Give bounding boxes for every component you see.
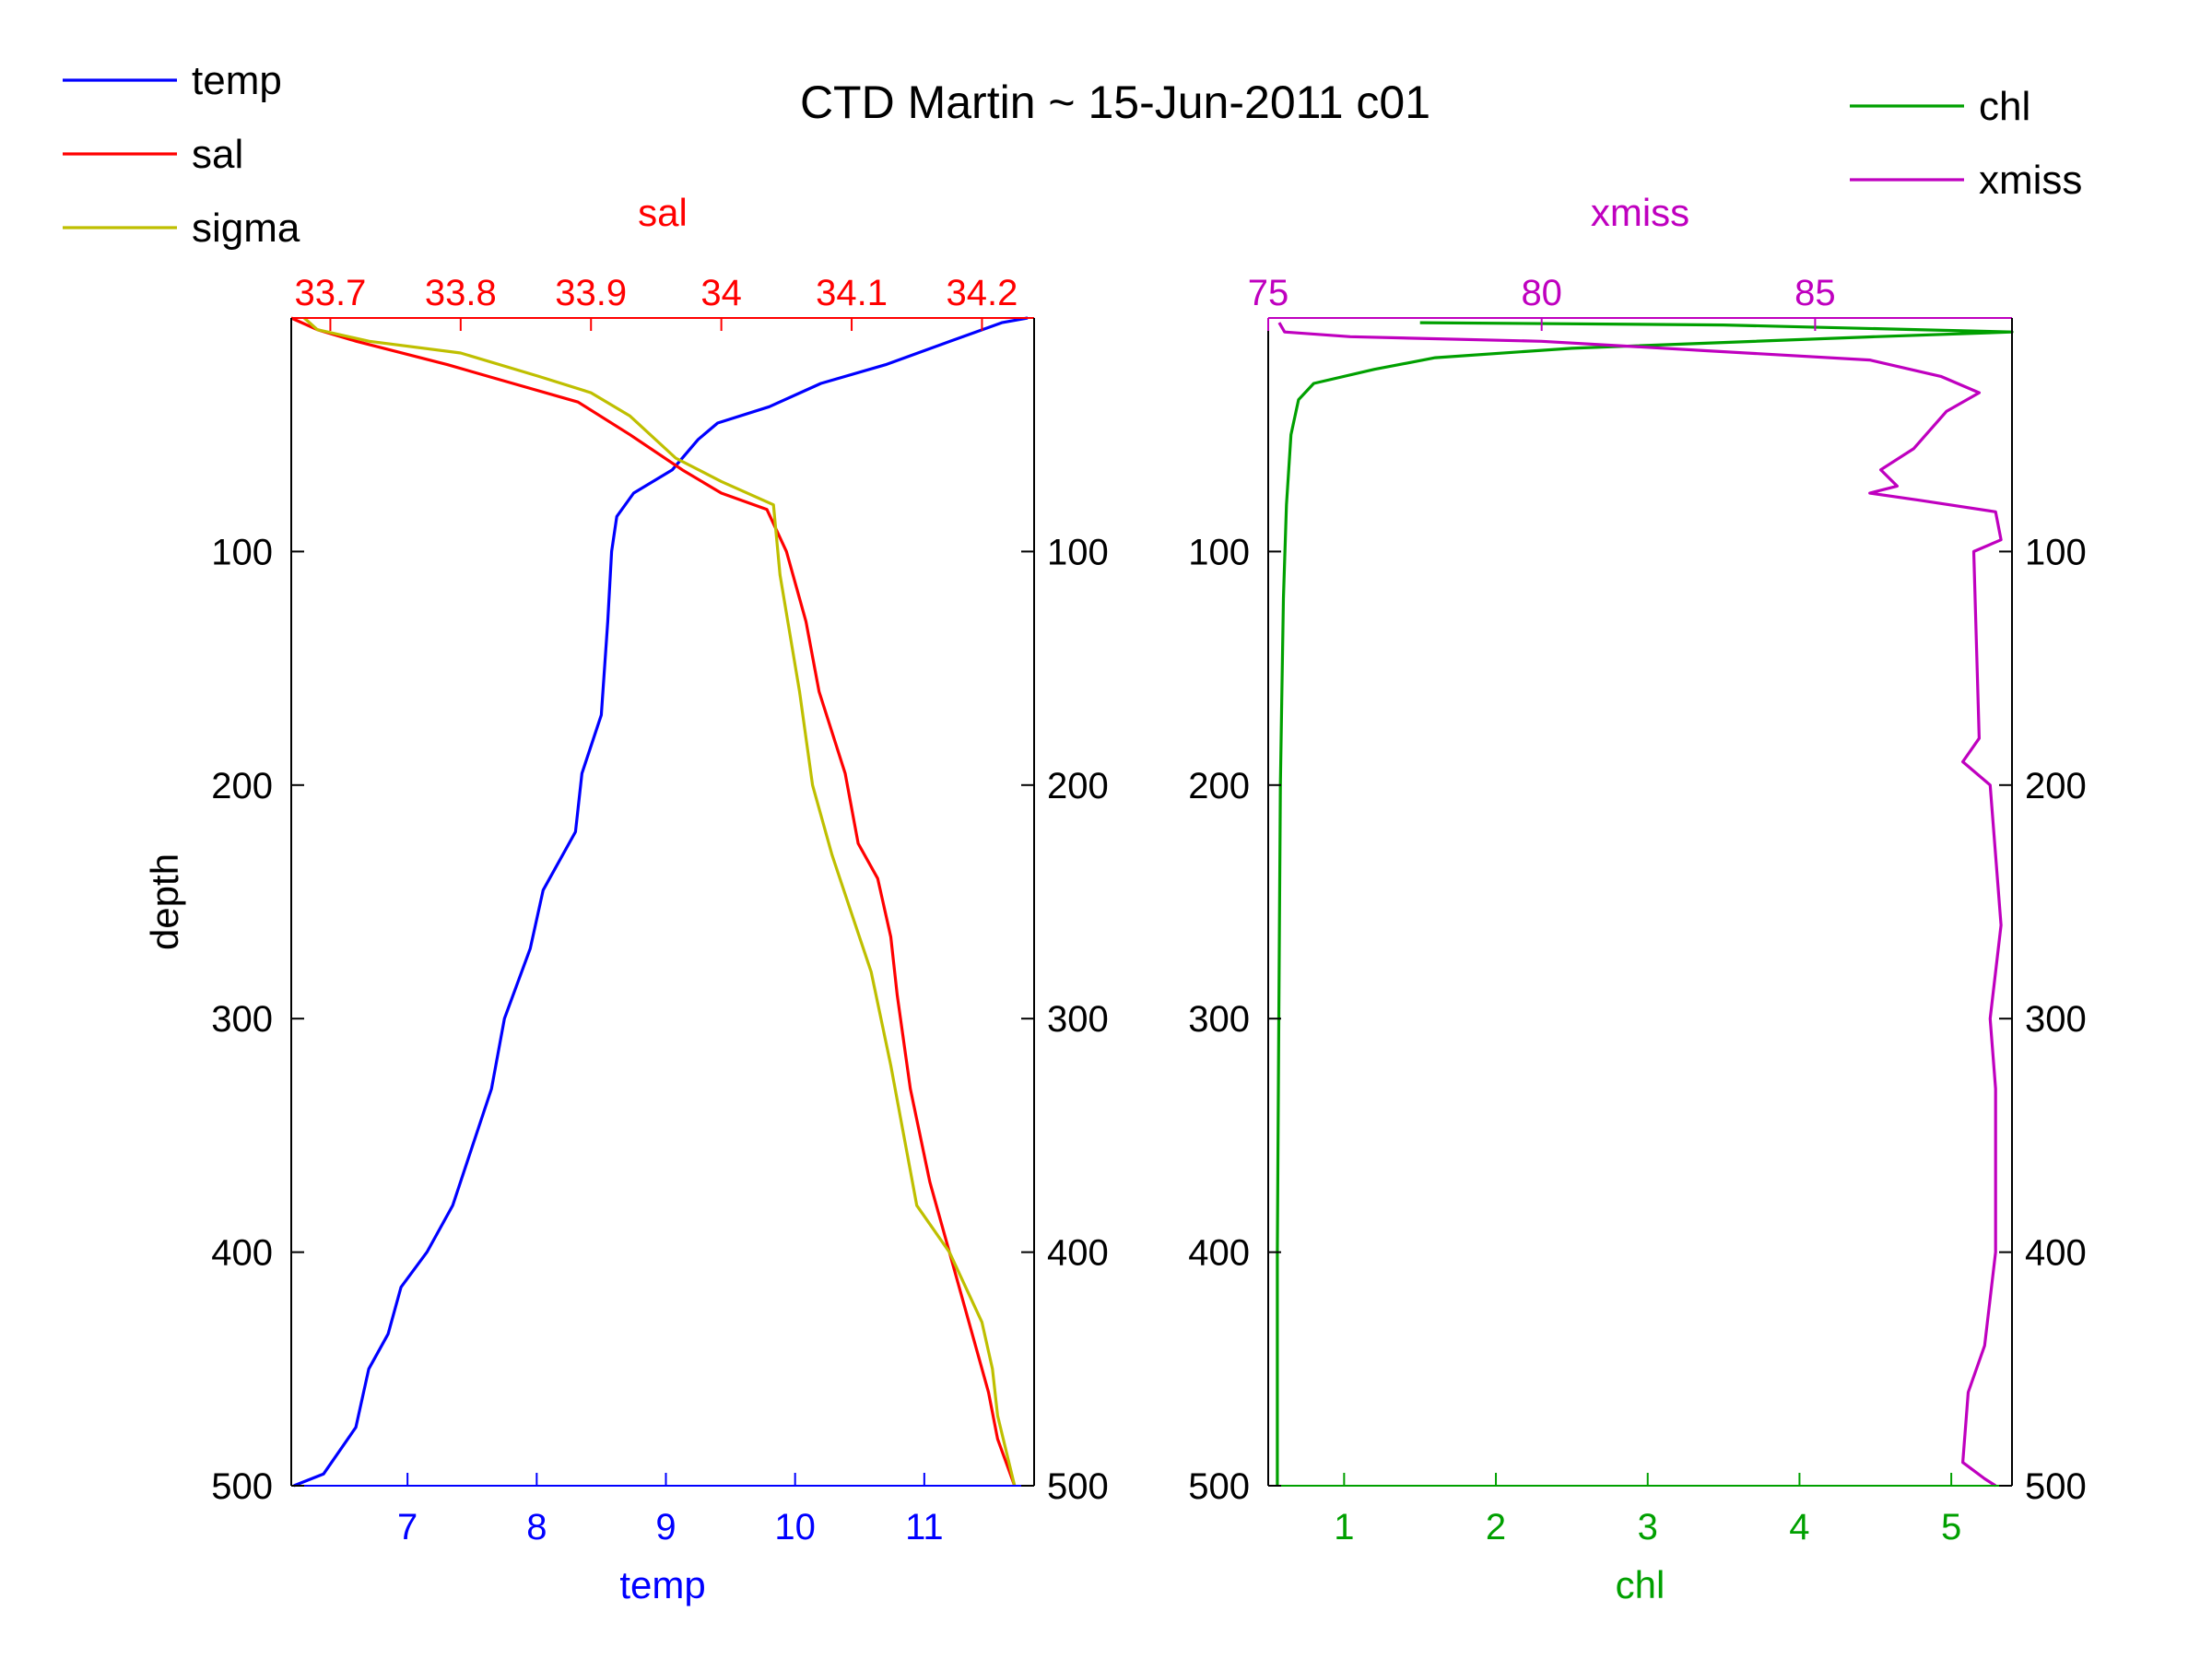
top-tick-label-33.8: 33.8: [425, 273, 497, 313]
y-tick-label-right-100: 100: [2025, 532, 2087, 572]
y-tick-label-left-200: 200: [1188, 766, 1250, 806]
series-line-sigma: [303, 316, 1017, 1487]
y-tick-label-left-500: 500: [211, 1466, 273, 1507]
bottom-axis-label: chl: [1616, 1563, 1665, 1606]
y-tick-label-left-400: 400: [1188, 1233, 1250, 1274]
bottom-tick-label-10: 10: [774, 1507, 816, 1547]
top-tick-label-34: 34: [700, 273, 742, 313]
bottom-tick-label-1: 1: [1334, 1507, 1354, 1547]
y-tick-label-left-100: 100: [211, 532, 273, 572]
top-axis-label: xmiss: [1591, 191, 1689, 234]
legend-label-xmiss: xmiss: [1979, 158, 2082, 203]
y-tick-label-left-200: 200: [211, 766, 273, 806]
y-axis-label: depth: [143, 853, 186, 950]
top-tick-label-85: 85: [1794, 273, 1836, 313]
y-tick-label-right-400: 400: [1047, 1233, 1109, 1274]
y-tick-label-left-300: 300: [1188, 999, 1250, 1040]
bottom-tick-label-3: 3: [1638, 1507, 1658, 1547]
legend-label-chl: chl: [1979, 84, 2030, 129]
y-tick-label-left-300: 300: [211, 999, 273, 1040]
top-tick-label-80: 80: [1521, 273, 1562, 313]
y-tick-label-right-200: 200: [1047, 766, 1109, 806]
top-tick-label-34.2: 34.2: [947, 273, 1018, 313]
chart-title: CTD Martin ~ 15-Jun-2011 c01: [800, 76, 1430, 128]
right-panel: 100 100 200 200 300 300 400 400 500 500 1 2 3 4 5 75 80 8…: [1188, 191, 2087, 1606]
y-tick-label-right-500: 500: [2025, 1466, 2087, 1507]
legend-label-sigma: sigma: [192, 206, 300, 251]
top-tick-label-33.7: 33.7: [294, 273, 366, 313]
y-tick-label-left-500: 500: [1188, 1466, 1250, 1507]
y-tick-label-right-300: 300: [1047, 999, 1109, 1040]
series-line-xmiss: [1277, 322, 2003, 1488]
legend-label-temp: temp: [192, 58, 282, 103]
y-tick-label-right-300: 300: [2025, 999, 2087, 1040]
bottom-tick-label-11: 11: [905, 1507, 944, 1547]
top-tick-label-34.1: 34.1: [816, 273, 888, 313]
bottom-tick-label-7: 7: [397, 1507, 418, 1547]
bottom-tick-label-4: 4: [1789, 1507, 1809, 1547]
series-line-chl: [1276, 321, 2014, 1486]
series-line-temp: [293, 316, 1029, 1488]
top-tick-label-33.9: 33.9: [555, 273, 627, 313]
y-tick-label-right-400: 400: [2025, 1233, 2087, 1274]
y-tick-label-right-100: 100: [1047, 532, 1109, 572]
bottom-tick-label-9: 9: [655, 1507, 676, 1547]
legend-left: temp sal sigma: [63, 58, 300, 251]
top-tick-label-75: 75: [1248, 273, 1289, 313]
bottom-tick-label-2: 2: [1486, 1507, 1506, 1547]
top-axis-label: sal: [638, 191, 688, 234]
left-panel: 100 100 200 200 300 300 400 400 500 500 7 8 9 10 11 33.…: [143, 191, 1109, 1606]
y-tick-label-left-100: 100: [1188, 532, 1250, 572]
y-tick-label-left-400: 400: [211, 1233, 273, 1274]
legend-right: chl xmiss: [1850, 84, 2082, 203]
bottom-axis-label: temp: [619, 1563, 705, 1606]
y-tick-label-right-500: 500: [1047, 1466, 1109, 1507]
bottom-tick-label-8: 8: [526, 1507, 547, 1547]
y-tick-label-right-200: 200: [2025, 766, 2087, 806]
bottom-tick-label-5: 5: [1941, 1507, 1961, 1547]
legend-label-sal: sal: [192, 132, 243, 177]
